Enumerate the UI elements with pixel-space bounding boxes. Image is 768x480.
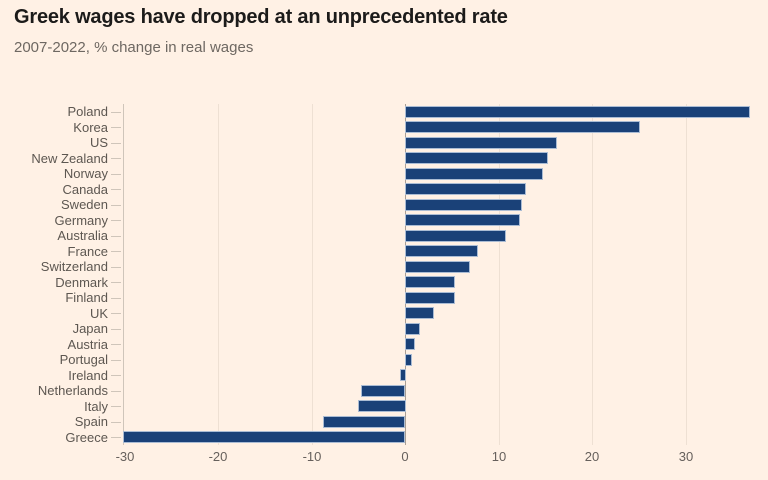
- x-axis-tick-label: -10: [302, 449, 322, 464]
- chart-subtitle: 2007-2022, % change in real wages: [14, 39, 254, 56]
- y-axis-tick: [111, 127, 121, 128]
- y-axis-tick: [111, 360, 121, 361]
- chart-title: Greek wages have dropped at an unprecede…: [14, 6, 508, 28]
- country-label-us: US: [89, 135, 108, 150]
- y-axis-tick: [111, 143, 121, 144]
- bar-australia: [405, 230, 506, 242]
- x-axis-tick-label: -30: [115, 449, 135, 464]
- country-label-greece: Greece: [65, 430, 108, 445]
- country-label-new-zealand: New Zealand: [31, 151, 108, 166]
- bar-switzerland: [405, 261, 470, 273]
- country-label-spain: Spain: [74, 414, 108, 429]
- bar-spain: [323, 416, 405, 428]
- bar-norway: [405, 168, 543, 180]
- bar-france: [405, 245, 478, 257]
- bar-japan: [405, 323, 420, 335]
- gridline: [592, 104, 593, 445]
- y-axis-tick: [111, 189, 121, 190]
- y-axis-tick: [111, 406, 121, 407]
- bar-poland: [405, 106, 750, 118]
- country-label-denmark: Denmark: [55, 275, 108, 290]
- country-label-canada: Canada: [62, 182, 108, 197]
- country-label-finland: Finland: [65, 290, 108, 305]
- x-axis-tick-label: -20: [208, 449, 228, 464]
- x-axis-tick-label: 10: [491, 449, 507, 464]
- y-axis-tick: [111, 298, 121, 299]
- y-axis-tick: [111, 205, 121, 206]
- y-axis-tick: [111, 375, 121, 376]
- bar-sweden: [405, 199, 522, 211]
- bar-new-zealand: [405, 152, 548, 164]
- country-label-korea: Korea: [73, 120, 108, 135]
- country-label-switzerland: Switzerland: [40, 259, 108, 274]
- bar-greece: [123, 431, 405, 443]
- bar-us: [405, 137, 557, 149]
- gridline: [499, 104, 500, 445]
- x-axis-tick-label: 30: [678, 449, 694, 464]
- y-axis-spine: [123, 104, 124, 445]
- gridline: [218, 104, 219, 445]
- country-label-italy: Italy: [84, 399, 108, 414]
- bar-korea: [405, 121, 640, 133]
- bar-germany: [405, 214, 520, 226]
- y-axis-tick: [111, 391, 121, 392]
- gridline: [312, 104, 313, 445]
- y-axis-tick: [111, 236, 121, 237]
- bar-finland: [405, 292, 455, 304]
- bar-portugal: [405, 354, 412, 366]
- bar-austria: [405, 338, 415, 350]
- y-axis-tick: [111, 329, 121, 330]
- country-label-japan: Japan: [72, 321, 108, 336]
- bar-netherlands: [361, 385, 405, 397]
- gridline: [686, 104, 687, 445]
- y-axis-tick: [111, 344, 121, 345]
- country-label-sweden: Sweden: [61, 197, 108, 212]
- y-axis-tick: [111, 251, 121, 252]
- y-axis-tick: [111, 282, 121, 283]
- country-label-norway: Norway: [63, 166, 108, 181]
- y-axis-tick: [111, 174, 121, 175]
- country-label-poland: Poland: [67, 104, 108, 119]
- bar-ireland: [400, 369, 406, 381]
- y-axis-tick: [111, 422, 121, 423]
- x-axis-tick-label: 20: [584, 449, 600, 464]
- country-label-portugal: Portugal: [59, 352, 108, 367]
- zero-gridline: [405, 104, 406, 445]
- y-axis-tick: [111, 313, 121, 314]
- bar-italy: [358, 400, 406, 412]
- country-label-ireland: Ireland: [68, 368, 108, 383]
- x-axis-tick-label: 0: [401, 449, 409, 464]
- bar-uk: [405, 307, 434, 319]
- country-label-uk: UK: [89, 306, 108, 321]
- country-label-france: France: [67, 244, 108, 259]
- country-label-austria: Austria: [67, 337, 108, 352]
- country-label-netherlands: Netherlands: [37, 383, 108, 398]
- country-label-australia: Australia: [57, 228, 108, 243]
- y-axis-tick: [111, 158, 121, 159]
- y-axis-tick: [111, 220, 121, 221]
- y-axis-tick: [111, 437, 121, 438]
- y-axis-tick: [111, 267, 121, 268]
- bar-denmark: [405, 276, 455, 288]
- y-axis-tick: [111, 112, 121, 113]
- bar-canada: [405, 183, 526, 195]
- country-label-germany: Germany: [54, 213, 108, 228]
